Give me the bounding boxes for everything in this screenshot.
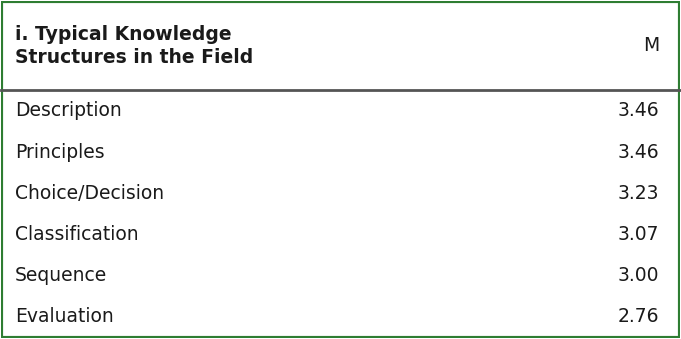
Text: 3.00: 3.00 <box>618 266 659 285</box>
Text: 3.46: 3.46 <box>618 143 659 162</box>
Text: Classification: Classification <box>15 225 138 244</box>
Text: 3.07: 3.07 <box>618 225 659 244</box>
Text: M: M <box>643 36 659 55</box>
Text: Principles: Principles <box>15 143 105 162</box>
Text: Sequence: Sequence <box>15 266 107 285</box>
Text: Choice/Decision: Choice/Decision <box>15 184 164 203</box>
Text: 2.76: 2.76 <box>618 307 659 326</box>
Text: 3.46: 3.46 <box>618 101 659 120</box>
Text: 3.23: 3.23 <box>618 184 659 203</box>
Text: Description: Description <box>15 101 122 120</box>
Text: i. Typical Knowledge
Structures in the Field: i. Typical Knowledge Structures in the F… <box>15 24 253 67</box>
Text: Evaluation: Evaluation <box>15 307 114 326</box>
